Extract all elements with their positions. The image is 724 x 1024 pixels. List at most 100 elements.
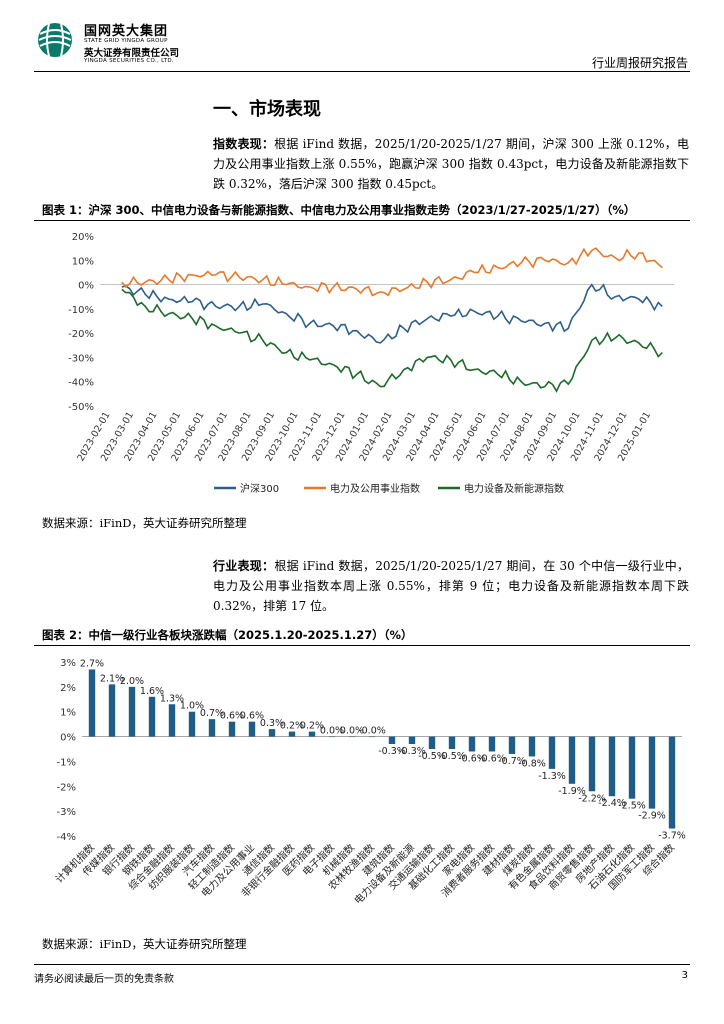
bar: [348, 736, 356, 738]
page-number: 3: [681, 970, 688, 981]
bar: [508, 736, 516, 754]
bar: [248, 721, 256, 737]
data-label: -0.0%: [358, 726, 386, 737]
y-tick-label: 10%: [72, 256, 94, 267]
data-label: 0.2%: [280, 721, 304, 732]
y-tick-label: -4%: [57, 832, 76, 843]
data-label: 0.0%: [320, 726, 344, 737]
y-tick-label: -10%: [68, 305, 94, 316]
y-tick-label: -40%: [68, 378, 94, 389]
data-label: -0.3%: [398, 746, 426, 757]
bar: [428, 736, 436, 749]
bar: [448, 736, 456, 749]
series-line-2: [121, 288, 663, 393]
legend-label: 电力设备及新能源指数: [464, 482, 564, 495]
series-line-1: [121, 247, 663, 297]
bar: [188, 711, 196, 737]
y-tick-label: 1%: [60, 708, 76, 719]
company-name-cn: 国网英大集团: [84, 24, 169, 39]
data-label: -1.3%: [538, 771, 566, 782]
bar: [628, 736, 636, 799]
bar: [88, 669, 96, 737]
data-label: 0.2%: [300, 721, 324, 732]
bar: [308, 731, 316, 737]
y-tick-label: 2%: [60, 683, 76, 694]
bar: [228, 721, 236, 737]
bar: [468, 736, 476, 752]
data-label: -2.4%: [598, 798, 626, 809]
bar: [388, 736, 396, 745]
data-label: -2.2%: [578, 793, 606, 804]
y-tick-label: 0%: [60, 733, 76, 744]
bar: [128, 686, 136, 737]
bar: [148, 696, 156, 737]
legend-label: 沪深300: [240, 482, 279, 495]
data-label: 0.7%: [200, 708, 224, 719]
state-grid-logo: [38, 23, 72, 57]
data-label: -3.7%: [658, 831, 686, 842]
bar: [168, 704, 176, 737]
data-label: 1.6%: [140, 686, 164, 697]
bar: [608, 736, 616, 797]
bar: [268, 729, 276, 737]
paragraph-text: 根据 iFind 数据，2025/1/20-2025/1/27 期间，沪深 30…: [213, 137, 689, 191]
industry-performance-paragraph: 行业表现：根据 iFind 数据，2025/1/20-2025/1/27 期间，…: [213, 556, 689, 616]
figure1-title: 图表 1：沪深 300、中信电力设备与新能源指数、中信电力及公用事业指数走势（2…: [42, 203, 636, 217]
data-label: -2.5%: [618, 801, 646, 812]
legend-label: 电力及公用事业指数: [330, 482, 420, 495]
section-title: 一、市场表现: [213, 99, 321, 120]
y-tick-label: 0%: [78, 281, 94, 292]
data-label: -0.6%: [458, 753, 486, 764]
paragraph-label: 指数表现：: [213, 137, 275, 151]
paragraph-text: 根据 iFind 数据，2025/1/20-2025/1/27 期间，在 30 …: [213, 559, 689, 613]
company-name-en: STATE GRID YINGDA GROUP: [84, 38, 168, 44]
y-tick-label: 3%: [60, 658, 76, 669]
bar: [328, 736, 336, 738]
bar: [208, 719, 216, 737]
bar: [368, 736, 376, 738]
bar: [668, 736, 676, 829]
figure1-rule: [34, 220, 690, 221]
data-label: -0.5%: [438, 751, 466, 762]
footer-divider: [34, 964, 690, 965]
y-tick-label: -30%: [68, 353, 94, 364]
bar: [408, 736, 416, 745]
securities-name-en: YINGDA SECURITIES CO., LTD.: [84, 58, 174, 64]
y-tick-label: -20%: [68, 329, 94, 340]
data-label: 0.3%: [260, 718, 284, 729]
bar: [108, 684, 116, 737]
index-trend-line-chart: 20%10%0%-10%-20%-30%-40%-50%2023-02-0120…: [68, 232, 674, 495]
data-label: 2.1%: [100, 673, 124, 684]
figure2-source: 数据来源：iFinD，英大证券研究所整理: [42, 937, 247, 951]
data-label: -0.7%: [498, 756, 526, 767]
y-tick-label: -50%: [68, 402, 94, 413]
figure2-rule: [34, 645, 690, 646]
data-label: 0.6%: [240, 711, 264, 722]
data-label: 0.0%: [340, 726, 364, 737]
data-label: 1.3%: [160, 693, 184, 704]
bar: [548, 736, 556, 769]
header-divider: [34, 71, 690, 72]
bar: [568, 736, 576, 784]
data-label: -0.6%: [478, 753, 506, 764]
data-label: 1.0%: [180, 701, 204, 712]
figure1-source: 数据来源：iFinD，英大证券研究所整理: [42, 516, 247, 530]
data-label: -0.8%: [518, 758, 546, 769]
data-label: 2.7%: [80, 658, 104, 669]
y-tick-label: -2%: [57, 782, 76, 793]
footer-disclaimer: 请务必阅读最后一页的免责条款: [34, 974, 174, 985]
bar: [488, 736, 496, 752]
industry-change-bar-chart: 3%2%1%0%-1%-2%-3%-4%2.7%计算机指数2.1%传媒指数2.0…: [53, 658, 686, 907]
report-type: 行业周报研究报告: [591, 56, 688, 70]
data-label: -1.9%: [558, 786, 586, 797]
securities-name-cn: 英大证券有限责任公司: [84, 48, 180, 59]
bar: [648, 736, 656, 809]
data-label: -0.3%: [378, 746, 406, 757]
bar: [288, 731, 296, 737]
data-label: 0.6%: [220, 711, 244, 722]
bar: [528, 736, 536, 757]
figure2-title: 图表 2：中信一级行业各板块涨跌幅（2025.1.20-2025.1.27）（%…: [42, 628, 413, 642]
data-label: 2.0%: [120, 676, 144, 687]
data-label: -2.9%: [638, 811, 666, 822]
data-label: -0.5%: [418, 751, 446, 762]
